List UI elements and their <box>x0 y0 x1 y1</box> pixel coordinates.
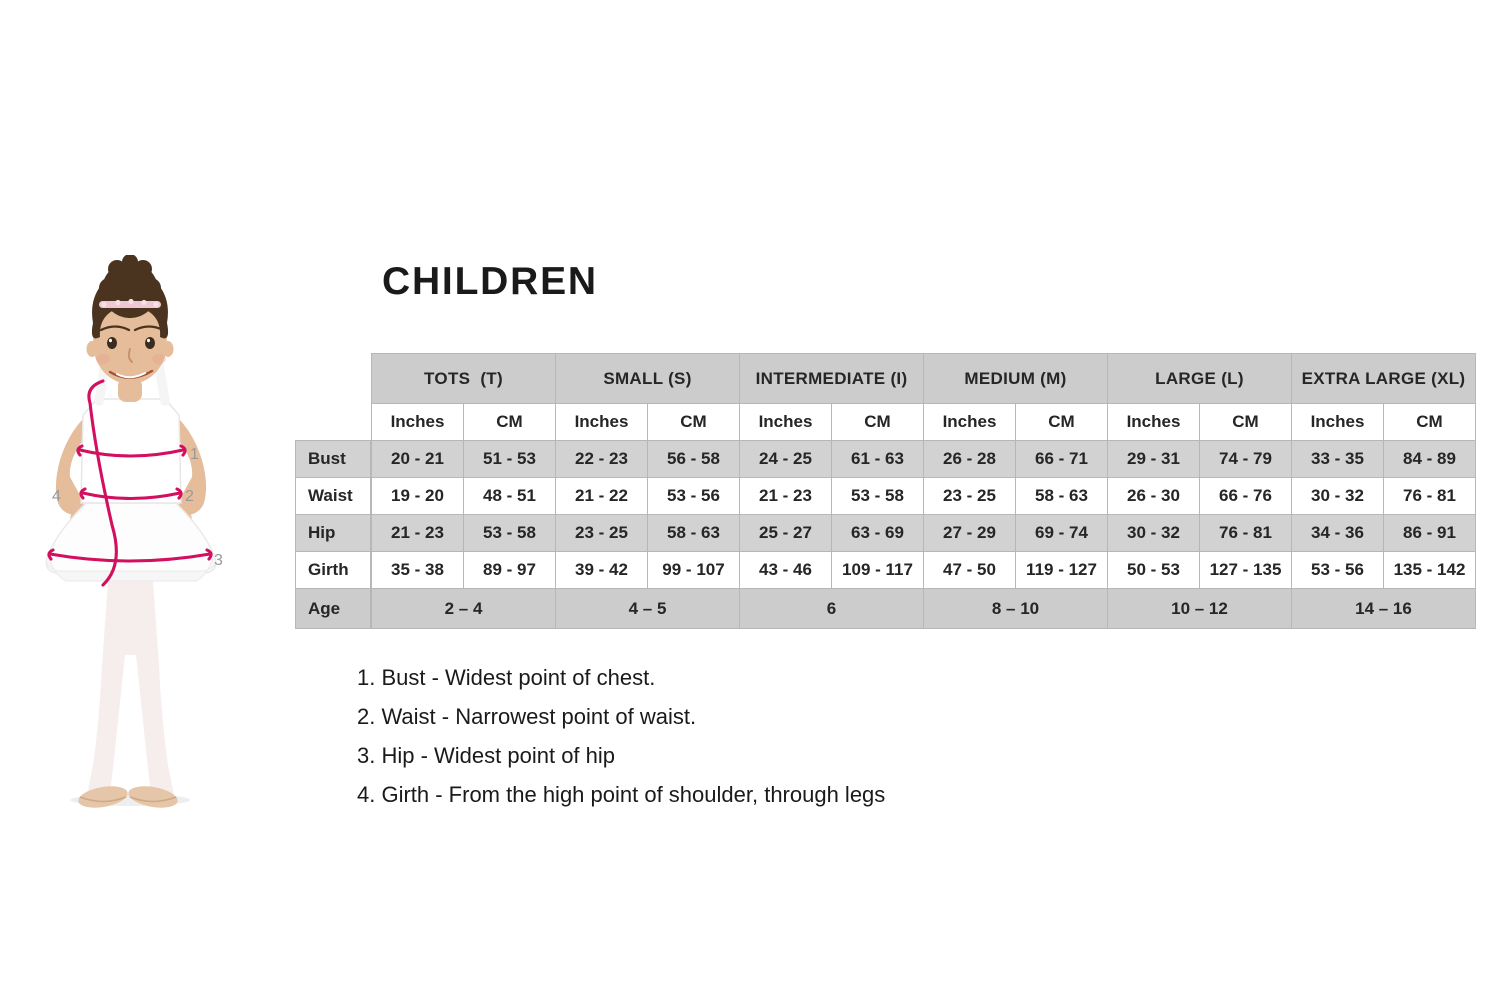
svg-text:2: 2 <box>185 488 194 505</box>
svg-text:1: 1 <box>190 446 199 463</box>
svg-text:3: 3 <box>214 552 223 569</box>
svg-text:4: 4 <box>52 488 61 505</box>
